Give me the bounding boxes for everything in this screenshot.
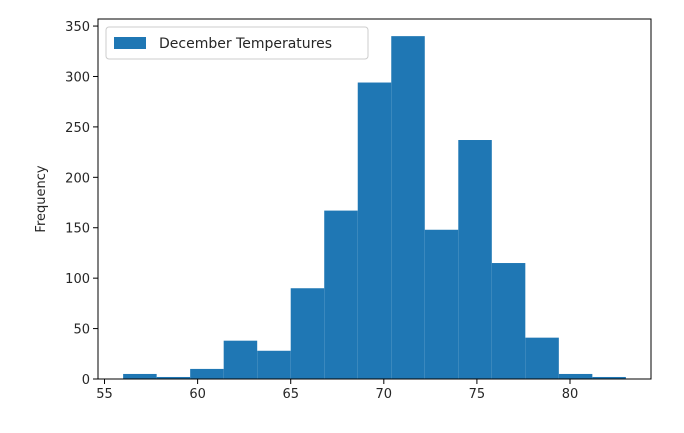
legend-label: December Temperatures — [159, 36, 332, 52]
y-tick-label: 50 — [73, 323, 90, 338]
histogram-bar — [491, 263, 526, 379]
histogram-bar — [324, 210, 358, 379]
y-tick-label: 150 — [65, 222, 90, 237]
y-axis: 0 50 100 150 200 250 300 350 — [65, 20, 98, 388]
histogram-bar — [190, 368, 224, 379]
histogram-bar — [123, 373, 157, 379]
legend-box — [105, 26, 369, 60]
x-tick-label: 60 — [189, 387, 206, 402]
y-tick-label: 100 — [65, 272, 90, 287]
legend-swatch — [114, 37, 146, 49]
histogram-bar — [558, 373, 593, 379]
histogram-bar — [257, 350, 291, 379]
x-tick-label: 55 — [96, 387, 113, 402]
y-tick-label: 0 — [82, 373, 90, 388]
histogram-bars — [123, 36, 626, 380]
histogram-bar — [290, 288, 325, 379]
histogram-bar — [357, 82, 392, 379]
y-tick-label: 300 — [65, 70, 90, 85]
x-tick-label: 75 — [469, 387, 486, 402]
histogram-bar — [391, 36, 425, 380]
histogram-bar — [592, 376, 626, 379]
histogram-bar — [223, 340, 258, 379]
legend: December Temperatures — [105, 26, 369, 60]
y-axis-label: Frequency — [34, 165, 49, 232]
x-axis: 55 60 65 70 75 80 — [96, 379, 578, 402]
x-tick-label: 70 — [376, 387, 393, 402]
histogram-bar — [525, 337, 559, 379]
histogram-bar — [424, 229, 459, 379]
histogram-bar — [458, 140, 492, 379]
plot-frame — [97, 18, 652, 380]
y-tick-label: 200 — [65, 171, 90, 186]
x-tick-label: 80 — [562, 387, 579, 402]
y-tick-label: 350 — [65, 20, 90, 35]
y-tick-label: 250 — [65, 121, 90, 136]
histogram-bar — [156, 376, 191, 379]
x-tick-label: 65 — [282, 387, 299, 402]
